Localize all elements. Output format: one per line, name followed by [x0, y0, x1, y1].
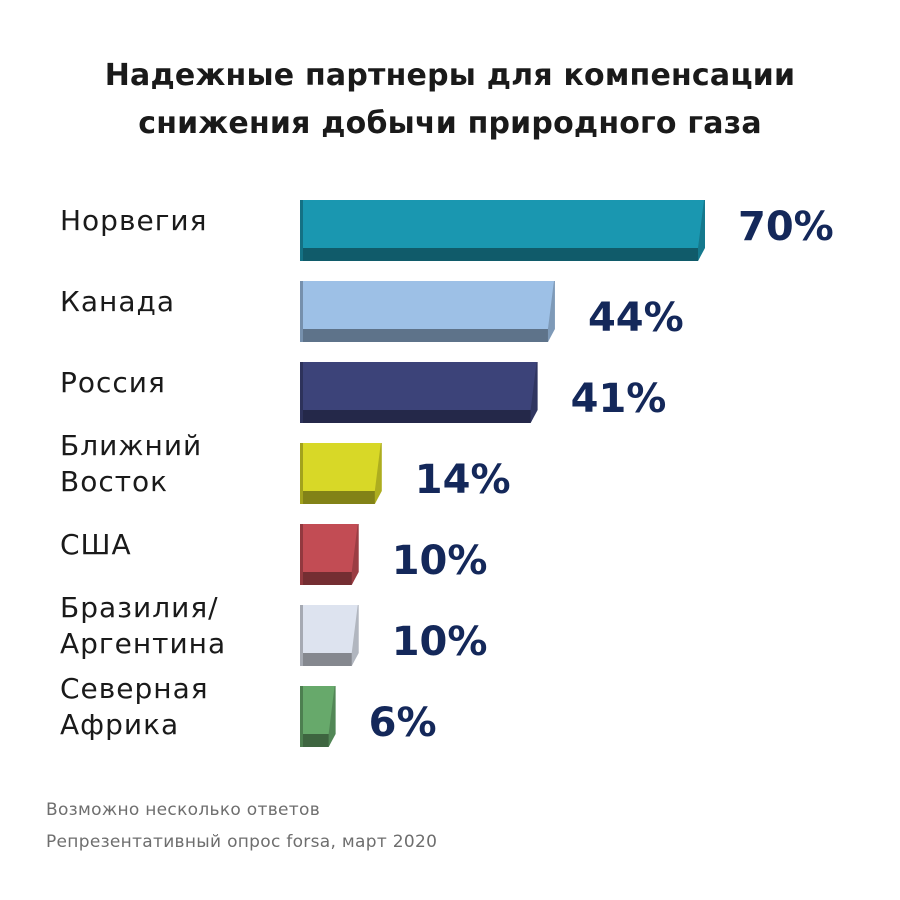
bar-bottom-face [300, 491, 381, 504]
category-label: Канада [60, 285, 175, 318]
value-label: 41% [571, 376, 667, 422]
value-label: 10% [392, 619, 488, 665]
bar-group-4 [300, 524, 359, 585]
category-label-line: Ближний [60, 429, 202, 462]
bar-side-face [351, 605, 359, 666]
category-label-line: Аргентина [60, 627, 226, 660]
bar-group-3 [300, 443, 382, 504]
bar-left-edge [300, 281, 303, 342]
bar-left-edge [300, 200, 303, 261]
bar-side-face [698, 200, 705, 261]
bar [300, 362, 537, 410]
bar-group-5 [300, 605, 359, 666]
value-label: 6% [369, 700, 437, 746]
category-label: Россия [60, 366, 166, 399]
bar-group-2 [300, 362, 538, 423]
chart-title-line-2: снижения добычи природного газа [138, 106, 762, 141]
bar-bottom-face [300, 329, 554, 342]
bar-bottom-face [300, 653, 358, 666]
category-label-line: Бразилия/ [60, 591, 219, 624]
value-label: 44% [588, 295, 684, 341]
bar-side-face [374, 443, 382, 504]
bar-left-edge [300, 443, 303, 504]
category-label-line: США [60, 528, 132, 561]
category-label-line: Северная [60, 672, 209, 705]
value-label: 70% [738, 204, 834, 250]
bar-left-edge [300, 605, 303, 666]
bar-side-face [530, 362, 538, 423]
bar-bottom-face [300, 410, 537, 423]
bar-group-1 [300, 281, 555, 342]
bar-group-0 [300, 200, 705, 261]
bar-left-edge [300, 686, 303, 747]
bar-side-face [328, 686, 336, 747]
category-label-line: Норвегия [60, 204, 207, 237]
value-label: 10% [392, 538, 488, 584]
value-label: 14% [415, 457, 511, 503]
category-label: США [60, 528, 132, 561]
footnote-survey-source: Репрезентативный опрос forsa, март 2020 [46, 832, 438, 852]
category-label: Северная Африка [60, 672, 209, 741]
bar [300, 200, 704, 248]
bar [300, 443, 381, 491]
category-label-line: Канада [60, 285, 175, 318]
chart-title-line-1: Надежные партнеры для компенсации [104, 58, 796, 93]
chart-title: Надежные партнеры для компенсации снижен… [0, 52, 900, 148]
bar [300, 524, 358, 572]
bar-side-face [351, 524, 359, 585]
footnote-multiple-answers: Возможно несколько ответов [46, 800, 321, 820]
category-label: Норвегия [60, 204, 207, 237]
bar [300, 281, 554, 329]
category-label: Ближний Восток [60, 429, 202, 498]
bar-side-face [547, 281, 555, 342]
bar [300, 605, 358, 653]
bar-bottom-face [300, 572, 358, 585]
bar-group-6 [300, 686, 336, 747]
bar-left-edge [300, 362, 303, 423]
category-label-line: Восток [60, 465, 168, 498]
bar-bottom-face [300, 734, 335, 747]
category-label-line: Россия [60, 366, 166, 399]
bar [300, 686, 335, 734]
category-label-line: Африка [60, 708, 179, 741]
category-label: Бразилия/Аргентина [60, 591, 226, 660]
bar-left-edge [300, 524, 303, 585]
bar-bottom-face [300, 248, 704, 261]
